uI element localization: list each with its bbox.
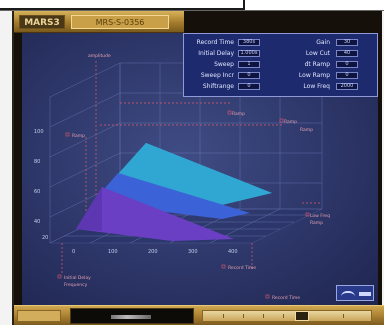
slider-tick (263, 314, 264, 318)
param-field[interactable]: 1 (238, 61, 260, 68)
annotation-ramp-5: Ramp (310, 220, 323, 226)
param-label: dt Ramp (304, 61, 330, 68)
model-tab[interactable]: MRS-S-0356 (71, 15, 169, 29)
param-label: Low Freq (303, 83, 330, 90)
brand-logo (336, 285, 374, 301)
x-tick: 200 (148, 249, 158, 255)
y-tick: 80 (34, 159, 40, 165)
slider-tick (283, 314, 284, 318)
param-label: Low Ramp (298, 72, 330, 79)
instrument-panel: MARS3 MRS-S-0356 (12, 11, 384, 325)
annotation-ramp-1: Ramp (232, 111, 245, 117)
param-field[interactable]: 380s (238, 39, 260, 46)
slider-tick (243, 314, 244, 318)
sweep-layer-front (76, 187, 234, 241)
param-label: Shiftrange (202, 83, 234, 90)
param-label: Sweep Incr (200, 72, 234, 79)
logo-bar (359, 292, 371, 296)
parameter-box: Record Time 380s Initial Delay 1.000s Sweep 1… (183, 33, 378, 97)
param-field[interactable]: 40 (336, 50, 358, 57)
sweep-layer-front-shade (76, 187, 102, 231)
menu-button[interactable] (17, 310, 61, 322)
annotations: amplitude Ramp Ramp Ramp Ramp Low Freq R… (64, 53, 330, 301)
param-label: Initial Delay (198, 50, 234, 57)
annotation-ramp-2: Ramp (284, 119, 297, 125)
wave-icon (341, 291, 355, 297)
x-axis-ticks: 0 100 200 300 400 (72, 249, 238, 255)
slider-tick (343, 314, 344, 318)
status-text (77, 313, 177, 321)
annotation-top-left: amplitude (88, 53, 111, 59)
param-field[interactable]: 0 (238, 72, 260, 79)
title-strip (0, 0, 384, 11)
x-tick: 0 (72, 249, 75, 255)
param-label: Low Cut (305, 50, 330, 57)
x-tick: 300 (188, 249, 198, 255)
param-field[interactable]: 0 (238, 83, 260, 90)
y-tick: 40 (34, 219, 40, 225)
y-axis-ticks: 100 80 60 40 20 (34, 129, 48, 241)
y-tick: 20 (42, 235, 48, 241)
param-label: Record Time (196, 39, 234, 46)
slider-tick (223, 314, 224, 318)
annotation-ramp-4: Ramp (72, 133, 85, 139)
param-label: Gain (316, 39, 330, 46)
x-tick: 400 (228, 249, 238, 255)
annotation-low-freq: Low Freq (310, 213, 330, 219)
annotation-ramp-3: Ramp (300, 127, 313, 133)
param-field[interactable]: 0 (336, 61, 358, 68)
annotation-record-time: Record Time (228, 265, 256, 271)
y-tick: 60 (34, 189, 40, 195)
annotation-initial-delay: Initial Delay (64, 275, 91, 281)
annotation-record-time-2: Record Time (272, 295, 300, 301)
control-bar (14, 305, 384, 325)
param-field[interactable]: 2000 (336, 83, 358, 90)
annotation-frequency: Frequency (64, 282, 88, 288)
position-slider[interactable] (202, 310, 372, 322)
status-display (70, 308, 194, 324)
param-field[interactable]: 30 (336, 39, 358, 46)
param-label: Sweep (214, 61, 234, 68)
slider-thumb[interactable] (295, 311, 309, 321)
sweep-plot: 0 100 200 300 400 100 80 60 40 20 amplit… (34, 53, 330, 301)
status-meter (111, 315, 151, 319)
param-field[interactable]: 0 (336, 72, 358, 79)
device-tag[interactable]: MARS3 (19, 15, 65, 29)
window-edge (0, 0, 245, 10)
markers (57, 110, 310, 299)
header-bar: MARS3 MRS-S-0356 (14, 11, 184, 33)
x-tick: 100 (108, 249, 118, 255)
param-field[interactable]: 1.000s (238, 50, 260, 57)
y-tick: 100 (34, 129, 44, 135)
plot-screen: 0 100 200 300 400 100 80 60 40 20 amplit… (22, 33, 378, 305)
